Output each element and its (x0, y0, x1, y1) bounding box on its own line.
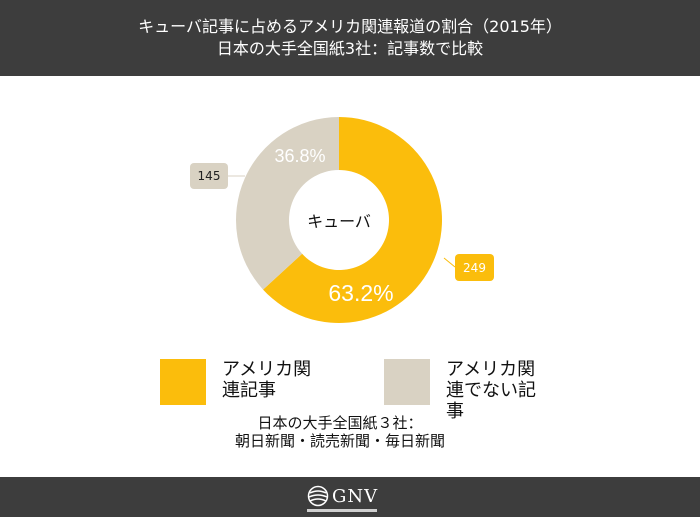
callout-box-american-related (455, 254, 494, 281)
slice-percent-non-american: 36.8% (274, 146, 325, 166)
header-bar: キューバ記事に占めるアメリカ関連報道の割合（2015年） 日本の大手全国紙3社：… (0, 0, 700, 76)
logo-text: GNV (332, 486, 379, 507)
chart-slices (236, 117, 443, 323)
chart-subtitle: 日本の大手全国紙3社：記事数で比較 (216, 39, 484, 58)
callout-value-american-related: 249 (463, 261, 486, 275)
chart-title: キューバ記事に占めるアメリカ関連報道の割合（2015年） (138, 17, 562, 36)
legend-label-american-related: アメリカ関 連記事 (222, 359, 312, 401)
slice-percent-american-related: 63.2% (328, 280, 393, 306)
source-note-line1: 日本の大手全国紙３社： (257, 414, 423, 432)
legend-label-non-american: アメリカ関 連でない記 事 (446, 359, 536, 422)
legend-swatch-non-american (384, 359, 430, 405)
globe-logo-icon (307, 485, 329, 507)
donut-center-label: キューバ (307, 212, 371, 231)
logo-tagline-bar (307, 509, 377, 512)
callout-value-non-american: 145 (198, 169, 221, 183)
callout-box-non-american (190, 163, 228, 189)
legend-swatch-american-related (160, 359, 206, 405)
footer-bar: GNV (0, 477, 700, 517)
callout-line-american-related (443, 257, 456, 268)
slice-non-american (236, 117, 339, 290)
donut-chart: 249 145 63.2% 36.8% キューバ (190, 117, 494, 323)
slice-american-related (263, 117, 443, 323)
source-note-line2: 朝日新聞・読売新聞・毎日新聞 (234, 432, 445, 450)
